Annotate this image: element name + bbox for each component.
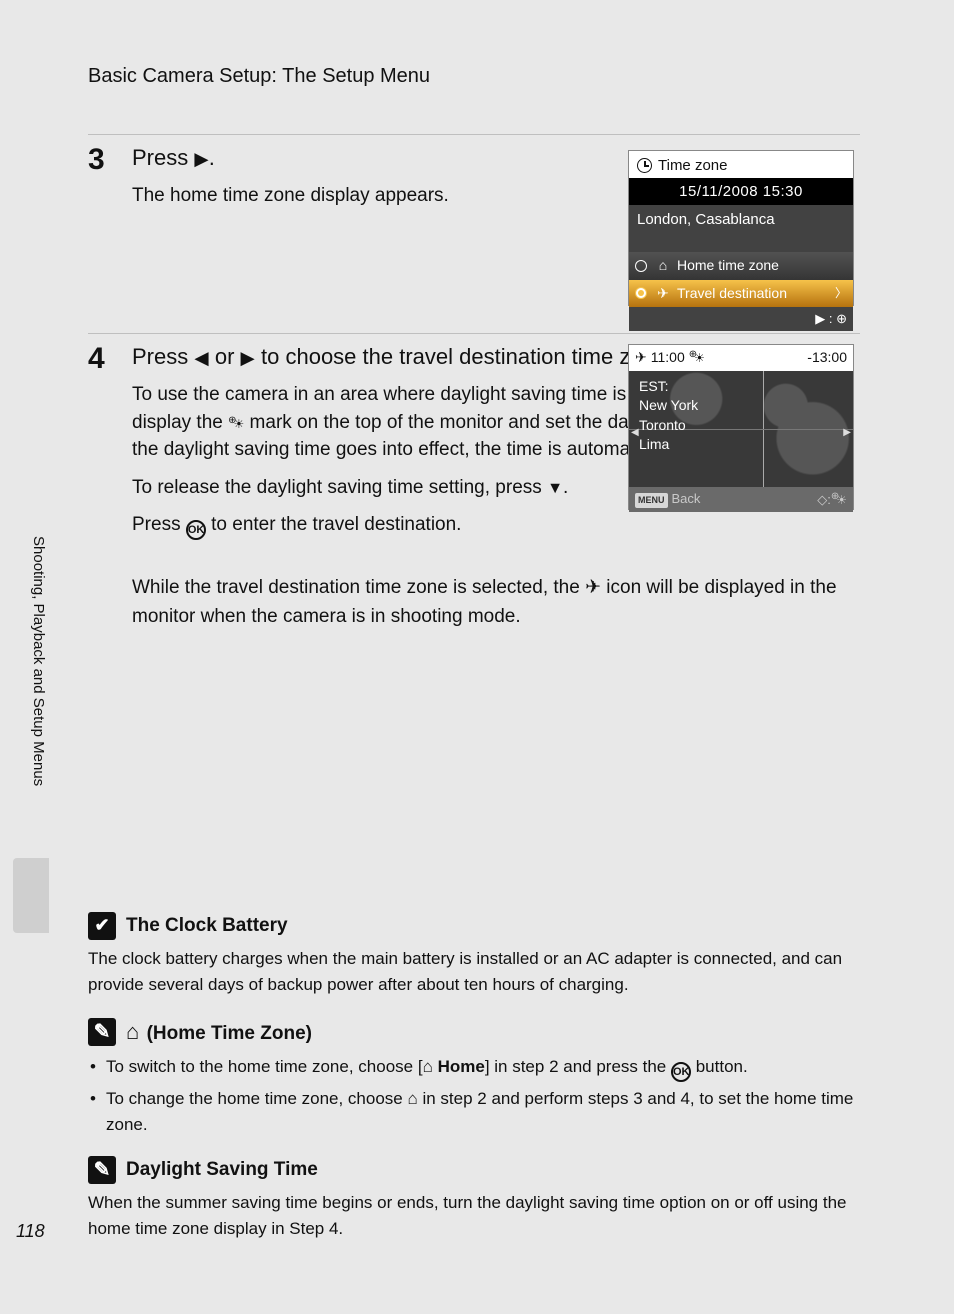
right-arrow-icon [241,344,255,369]
home-icon [407,1089,417,1108]
lcd-row-home: Home time zone [629,252,853,280]
text: ] in step 2 and press the [485,1057,671,1076]
divider [88,134,860,135]
map-line: EST: [639,377,843,397]
manual-page: Shooting, Playback and Setup Menus Basic… [0,0,954,1314]
right-arrow-icon [194,145,208,170]
dst-icon [831,490,847,510]
map-line: New York [639,396,843,416]
check-icon [88,912,116,940]
note-title: (Home Time Zone) [126,1017,312,1048]
step-number: 4 [88,342,132,550]
note-body: When the summer saving time begins or en… [88,1190,860,1241]
lcd-date: 15/11/2008 15:30 [629,178,853,205]
map-line: Toronto [639,416,843,436]
lcd-map: ◀ ▶ EST: New York Toronto Lima [629,371,853,487]
lcd-footer: MENU Back ◇: [629,487,853,513]
note-title: The Clock Battery [126,913,288,940]
back-text: Back [672,491,701,506]
text: Press [132,145,194,170]
text: Press [132,514,186,535]
chevron-right-icon: 〉 [835,285,847,302]
note-heading: The Clock Battery [88,912,860,940]
step-number: 3 [88,143,132,219]
time-text: 11:00 [651,348,685,368]
text: To switch to the home time zone, choose … [106,1057,423,1076]
back-label: MENU Back [635,490,700,508]
footer-icons: ◇: [817,490,847,510]
step-detail: Press OK to enter the travel destination… [132,511,860,540]
bullet-item: To change the home time zone, choose in … [88,1086,860,1139]
lcd-row-label: Travel destination [677,284,835,304]
lcd-row-label: Home time zone [677,256,847,276]
side-tab-label: Shooting, Playback and Setup Menus [13,536,49,856]
ok-icon: OK [186,520,206,540]
lcd-footer: ▶ : ⊕ [629,307,853,331]
text: To release the daylight saving time sett… [132,477,547,498]
map-line: Lima [639,435,843,455]
text: button. [691,1057,748,1076]
text: to enter the travel destination. [206,514,462,535]
home-icon [126,1019,139,1044]
side-tab-marker [13,858,49,933]
text: While the travel destination time zone i… [132,577,585,598]
note-title-text: (Home Time Zone) [141,1023,312,1044]
ok-icon: OK [671,1062,691,1082]
pencil-icon [88,1156,116,1184]
clock-icon [637,158,652,173]
pencil-icon [88,1018,116,1046]
lcd-gap [629,234,853,252]
map-city-list: EST: New York Toronto Lima [639,377,843,455]
home-icon [423,1057,433,1076]
plane-icon [585,577,601,598]
menu-badge: MENU [635,493,668,508]
note-bullets: To switch to the home time zone, choose … [88,1054,860,1139]
text: Home [433,1057,485,1076]
lcd-title-text: Time zone [658,155,727,176]
text: or [209,344,241,369]
right-arrow-icon: ▶ [843,426,851,440]
divider [88,333,860,334]
lcd-title: Time zone [629,151,853,178]
page-title: Basic Camera Setup: The Setup Menu [88,62,860,90]
lcd-timezone-screenshot: Time zone 15/11/2008 15:30 London, Casab… [628,150,854,306]
note-body: The clock battery charges when the main … [88,946,860,997]
page-number: 118 [16,1219,45,1244]
note-heading: (Home Time Zone) [88,1017,860,1048]
lcd-time-right: -13:00 [807,348,847,368]
text: . [209,145,215,170]
lcd-top-bar: 11:00 -13:00 [629,345,853,371]
lcd-time-left: 11:00 [635,348,705,368]
text: To change the home time zone, choose [106,1089,407,1108]
notes-section: The Clock Battery The clock battery char… [88,912,860,1261]
plane-icon [655,284,671,304]
step-detail: To release the daylight saving time sett… [132,474,632,502]
side-tab: Shooting, Playback and Setup Menus [13,528,49,933]
radio-selected-icon [635,287,647,299]
note-heading: Daylight Saving Time [88,1156,860,1184]
lcd-map-screenshot: 11:00 -13:00 ◀ ▶ EST: New York Toronto L… [628,344,854,510]
plane-icon [635,348,647,368]
left-arrow-icon [194,344,208,369]
radio-icon [635,260,647,272]
bullet-item: To switch to the home time zone, choose … [88,1054,860,1082]
dst-icon [689,348,705,368]
step-detail: While the travel destination time zone i… [132,574,852,631]
left-arrow-icon: ◀ [631,426,639,440]
lcd-row-travel: Travel destination 〉 [629,280,853,308]
text: Press [132,344,194,369]
lcd-city: London, Casablanca [629,205,853,234]
home-icon [655,256,671,276]
down-arrow-icon [547,477,563,498]
note-title: Daylight Saving Time [126,1157,318,1184]
dst-icon [228,413,244,434]
text: . [563,477,568,498]
